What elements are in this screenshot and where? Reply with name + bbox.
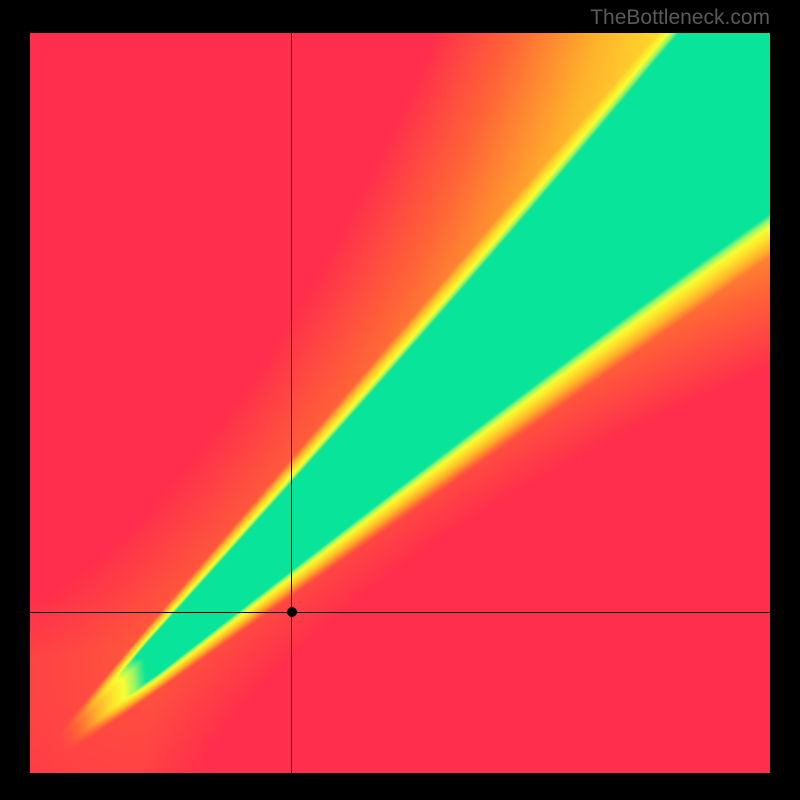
attribution-text: TheBottleneck.com: [590, 6, 770, 30]
crosshair-horizontal: [30, 612, 770, 613]
heatmap-canvas: [30, 33, 770, 773]
crosshair-marker-dot: [287, 607, 297, 617]
heatmap-plot-area: [30, 33, 770, 773]
crosshair-vertical: [291, 33, 292, 773]
